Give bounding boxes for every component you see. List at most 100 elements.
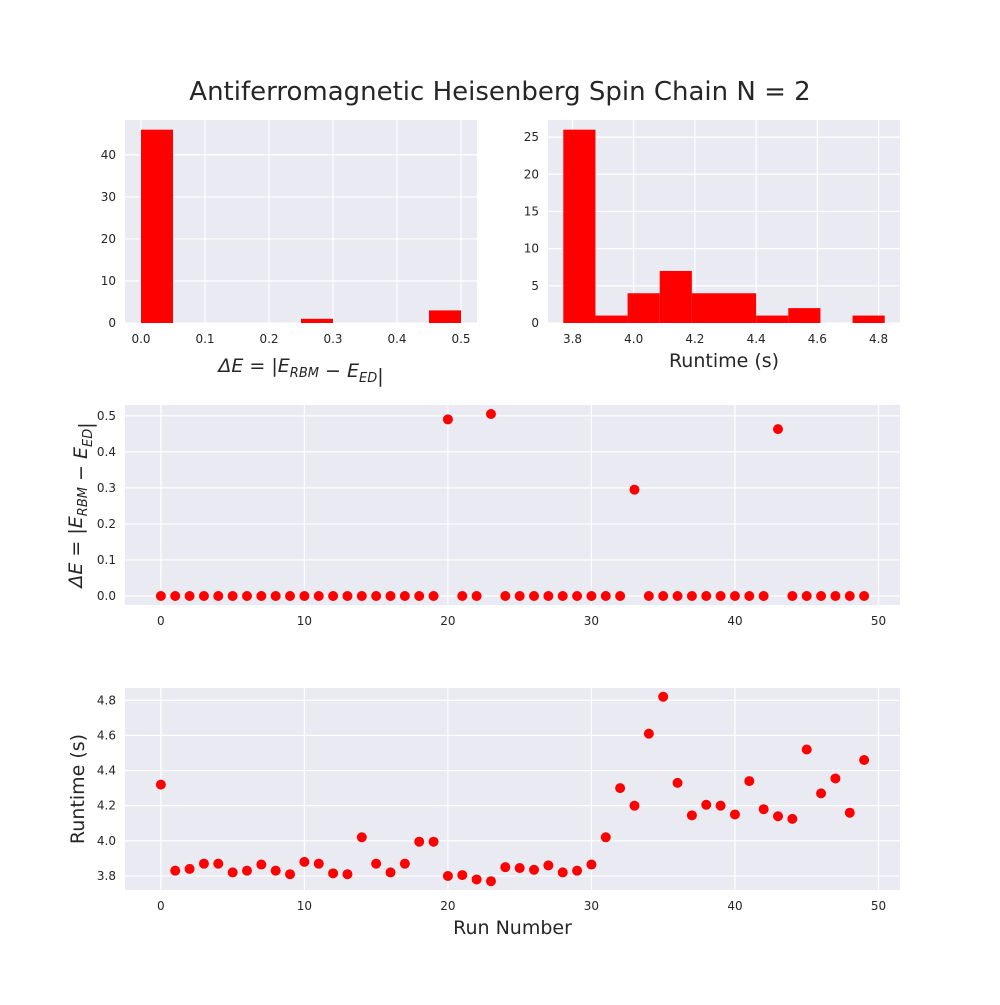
scatter-point (485, 409, 496, 420)
scatter-point (557, 590, 568, 601)
x-tick-label: 4.4 (747, 332, 766, 346)
histogram-bar (788, 308, 821, 323)
scatter-point (170, 590, 181, 601)
plot-area (125, 688, 900, 890)
y-tick-label: 0 (108, 316, 116, 330)
scatter-point (241, 590, 252, 601)
scatter-point (198, 590, 209, 601)
y-tick-label: 0.5 (97, 409, 116, 423)
scatter-point (414, 590, 425, 601)
delta-e-scatter: 0 10 20 30 40 50 0.0 0.1 0.2 0.3 0.4 0.5ΔE = |ERBM … (65, 405, 900, 628)
x-tick-label: 4.0 (624, 332, 643, 346)
scatter-point (342, 869, 353, 880)
histogram-bar (595, 315, 628, 323)
y-tick-label: 15 (524, 204, 539, 218)
x-axis-label-sub2: ED (359, 371, 377, 386)
scatter-point (356, 832, 367, 843)
x-tick-label: 40 (727, 614, 742, 628)
y-axis-label: ΔE = |ERBM − EED| (65, 422, 97, 589)
scatter-point (457, 870, 468, 881)
plot-area (125, 120, 477, 323)
y-axis-label-mid: − E (70, 447, 92, 487)
scatter-point (686, 590, 697, 601)
y-tick-label: 20 (101, 232, 116, 246)
x-tick-label: 40 (727, 899, 742, 913)
scatter-point (787, 813, 798, 824)
scatter-point (658, 691, 669, 702)
x-tick-label: 0 (157, 614, 165, 628)
figure-title: Antiferromagnetic Heisenberg Spin Chain … (189, 77, 810, 107)
scatter-point (729, 590, 740, 601)
histogram-bar (141, 129, 173, 323)
scatter-point (715, 590, 726, 601)
y-axis-label-sub2: ED (81, 429, 96, 447)
scatter-point (385, 867, 396, 878)
y-tick-label: 0.0 (97, 589, 116, 603)
scatter-point (572, 590, 583, 601)
scatter-point (184, 863, 195, 874)
y-tick-label: 25 (524, 130, 539, 144)
delta-e-histogram: 0.0 0.1 0.2 0.3 0.4 0.5 0 10 20 30 40 ΔE = |ERBM − … (101, 120, 477, 387)
scatter-point (328, 868, 339, 879)
scatter-point (787, 590, 798, 601)
histogram-bar (563, 129, 596, 323)
y-axis-label-sub1: RBM (76, 487, 91, 516)
scatter-point (600, 832, 611, 843)
scatter-point (701, 799, 712, 810)
x-tick-label: 0.1 (195, 332, 214, 346)
x-tick-label: 4.2 (685, 332, 704, 346)
scatter-point (428, 836, 439, 847)
scatter-point (313, 858, 324, 869)
scatter-point (213, 858, 224, 869)
x-axis-label: ΔE = |ERBM − EED| (216, 355, 383, 387)
scatter-point (586, 859, 597, 870)
y-tick-label: 0.2 (97, 517, 116, 531)
x-axis-label-mid: − E (319, 360, 359, 382)
scatter-point (457, 590, 468, 601)
scatter-point (529, 864, 540, 875)
x-tick-label: 0.0 (131, 332, 150, 346)
scatter-point (701, 590, 712, 601)
x-tick-label: 20 (440, 899, 455, 913)
scatter-point (184, 590, 195, 601)
scatter-point (227, 590, 238, 601)
scatter-point (399, 858, 410, 869)
x-tick-label: 3.8 (563, 332, 582, 346)
scatter-point (371, 858, 382, 869)
scatter-point (514, 590, 525, 601)
scatter-point (198, 858, 209, 869)
histogram-bar (691, 293, 724, 323)
scatter-point (643, 590, 654, 601)
scatter-point (715, 800, 726, 811)
scatter-point (672, 590, 683, 601)
runtime-scatter: 0 10 20 30 40 50 3.8 4.0 4.2 4.4 4.6 4.8 Run Number R… (67, 688, 900, 939)
scatter-point (572, 865, 583, 876)
scatter-point (213, 590, 224, 601)
scatter-point (170, 865, 181, 876)
scatter-point (500, 862, 511, 873)
scatter-point (859, 755, 870, 766)
plot-area (125, 405, 900, 605)
scatter-point (686, 810, 697, 821)
scatter-point (385, 590, 396, 601)
scatter-point (729, 809, 740, 820)
x-axis-label-sub1: RBM (290, 366, 319, 381)
scatter-point (414, 836, 425, 847)
scatter-point (629, 484, 640, 495)
y-tick-label: 20 (524, 167, 539, 181)
scatter-point (744, 590, 755, 601)
runtime-histogram: 3.8 4.0 4.2 4.4 4.6 4.8 0 5 10 15 20 25 Runtime (s) (524, 120, 900, 372)
scatter-point (371, 590, 382, 601)
scatter-point (285, 869, 296, 880)
scatter-point (816, 590, 827, 601)
scatter-point (442, 870, 453, 881)
x-tick-label: 4.8 (869, 332, 888, 346)
scatter-point (830, 590, 841, 601)
scatter-point (557, 867, 568, 878)
y-tick-label: 4.2 (97, 799, 116, 813)
scatter-point (844, 590, 855, 601)
scatter-point (399, 590, 410, 601)
y-axis-label-prefix: ΔE = |E (65, 516, 87, 589)
